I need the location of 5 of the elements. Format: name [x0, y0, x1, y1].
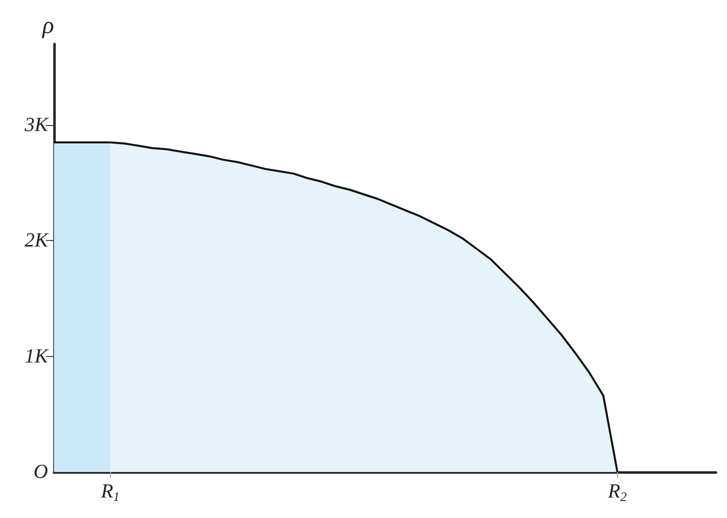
y-tick-label: 3K [24, 114, 50, 136]
y-tick-label: 1K [24, 345, 50, 368]
y-tick-label: 2K [24, 230, 50, 252]
y-axis-title: ρ [41, 13, 54, 39]
y-tick-label: O [34, 461, 48, 483]
